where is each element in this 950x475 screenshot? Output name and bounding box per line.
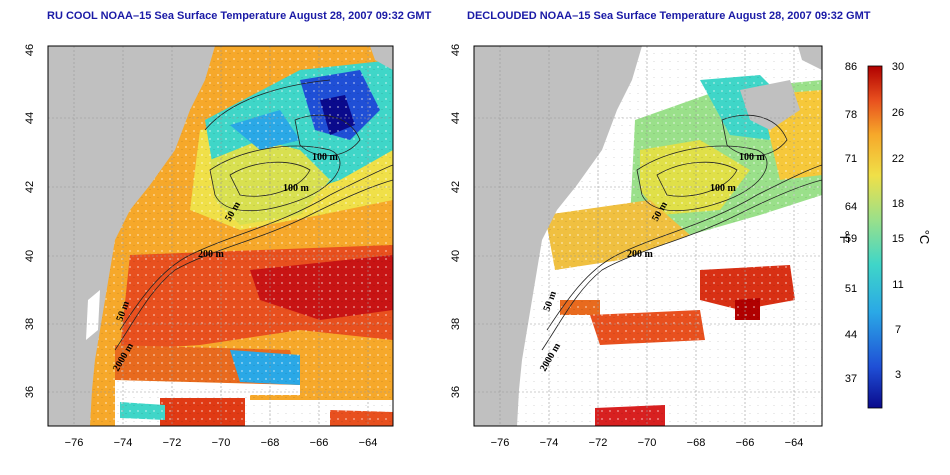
lon-tick: −68: [261, 437, 280, 449]
lon-tick: −74: [540, 437, 559, 449]
lon-tick: −64: [359, 437, 378, 449]
contour-label: 100 m: [739, 152, 766, 163]
fahrenheit-tick: 64: [845, 201, 857, 213]
contour-label: 200 m: [627, 249, 654, 260]
left-map-frame: [47, 45, 394, 427]
lon-tick: −70: [638, 437, 657, 449]
contour-label: 200 m: [198, 249, 225, 260]
lon-tick: −70: [212, 437, 231, 449]
right-lat-axis: 36 38 40 42 44 46: [450, 44, 462, 398]
celsius-tick: 3: [895, 369, 901, 381]
right-lon-axis: −76 −74 −72 −70 −68 −66 −64: [491, 437, 804, 449]
celsius-tick: 7: [895, 324, 901, 336]
celsius-tick: 18: [892, 198, 904, 210]
lon-tick: −66: [310, 437, 329, 449]
lon-tick: −72: [163, 437, 182, 449]
right-panel-title: DECLOUDED NOAA–15 Sea Surface Temperatur…: [467, 10, 871, 22]
lat-tick: 40: [450, 250, 462, 262]
lat-tick: 42: [24, 181, 36, 193]
celsius-tick: 15: [892, 233, 904, 245]
colorbar: 86 78 71 64 59 51 44 37 30 26 22 18 15 1…: [837, 61, 932, 409]
lon-tick: −76: [65, 437, 84, 449]
lon-tick: −64: [785, 437, 804, 449]
fahrenheit-tick: 59: [845, 233, 857, 245]
lat-tick: 40: [24, 250, 36, 262]
lat-tick: 36: [24, 386, 36, 398]
fahrenheit-tick: 37: [845, 373, 857, 385]
celsius-tick: 22: [892, 153, 904, 165]
lon-tick: −72: [589, 437, 608, 449]
lon-tick: −74: [114, 437, 133, 449]
lat-tick: 44: [24, 112, 36, 124]
fahrenheit-tick: 44: [845, 329, 857, 341]
left-lon-axis: −76 −74 −72 −70 −68 −66 −64: [65, 437, 378, 449]
colorbar-gradient: [867, 65, 883, 409]
fahrenheit-tick: 51: [845, 283, 857, 295]
lat-tick: 36: [450, 386, 462, 398]
fahrenheit-tick: 71: [845, 153, 857, 165]
lat-tick: 42: [450, 181, 462, 193]
lat-tick: 44: [450, 112, 462, 124]
right-map: [474, 46, 822, 426]
left-panel-title: RU COOL NOAA–15 Sea Surface Temperature …: [47, 10, 432, 22]
contour-label: 100 m: [312, 152, 339, 163]
contour-label: 100 m: [710, 183, 737, 194]
fahrenheit-unit-label: °F: [837, 230, 852, 243]
lat-tick: 38: [450, 318, 462, 330]
lon-tick: −66: [736, 437, 755, 449]
lon-tick: −76: [491, 437, 510, 449]
left-lat-axis: 36 38 40 42 44 46: [24, 44, 36, 398]
right-map-frame: [473, 45, 823, 427]
fahrenheit-tick: 86: [845, 61, 857, 73]
fahrenheit-tick: 78: [845, 109, 857, 121]
lat-tick: 46: [24, 44, 36, 56]
lat-tick: 38: [24, 318, 36, 330]
left-map: [48, 46, 393, 426]
lat-tick: 46: [450, 44, 462, 56]
celsius-tick: 30: [892, 61, 904, 73]
lon-tick: −68: [687, 437, 706, 449]
celsius-unit-label: °C: [917, 230, 932, 245]
celsius-tick: 11: [892, 279, 903, 291]
contour-label: 100 m: [283, 183, 310, 194]
celsius-tick: 26: [892, 107, 904, 119]
